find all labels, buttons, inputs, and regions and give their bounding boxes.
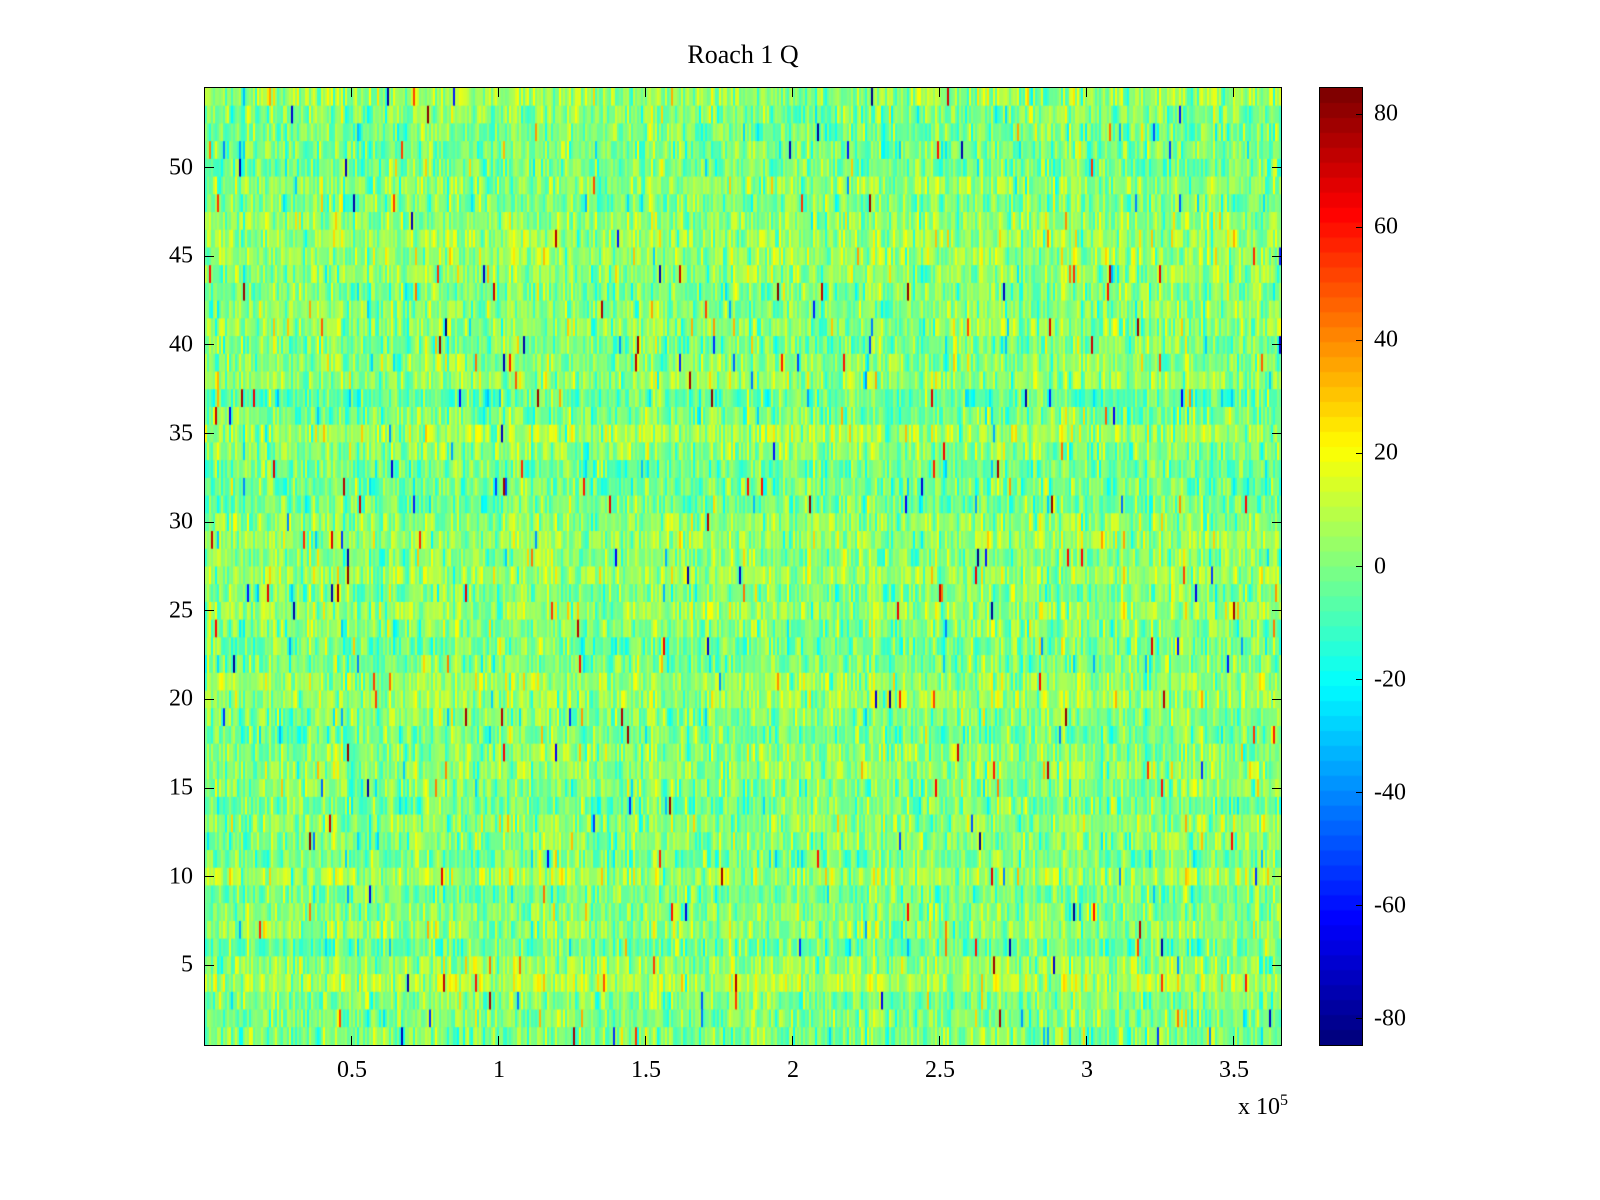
x-tick-label: 2 bbox=[786, 1057, 799, 1083]
y-tick-mark bbox=[205, 876, 214, 878]
colorbar-tick-mark bbox=[1356, 679, 1362, 681]
x-tick-label: 3.5 bbox=[1218, 1057, 1249, 1083]
y-tick-mark bbox=[205, 344, 214, 346]
colorbar bbox=[1319, 87, 1363, 1046]
x-axis-multiplier-exponent: 5 bbox=[1280, 1092, 1288, 1109]
x-tick-mark-top bbox=[498, 88, 500, 97]
y-tick-mark-right bbox=[1272, 433, 1281, 435]
colorbar-tick-label: -40 bbox=[1374, 779, 1406, 806]
y-tick-mark bbox=[205, 964, 214, 966]
x-tick-mark-top bbox=[1233, 88, 1235, 97]
colorbar-tick-mark bbox=[1356, 1018, 1362, 1020]
y-tick-mark-right bbox=[1272, 344, 1281, 346]
y-tick-label: 15 bbox=[169, 774, 193, 801]
heatmap-canvas bbox=[205, 88, 1281, 1045]
y-tick-mark-right bbox=[1272, 876, 1281, 878]
colorbar-tick-label: 80 bbox=[1374, 100, 1398, 127]
y-tick-label: 10 bbox=[169, 863, 193, 890]
y-tick-mark-right bbox=[1272, 964, 1281, 966]
x-tick-mark-top bbox=[645, 88, 647, 97]
colorbar-tick-label: 20 bbox=[1374, 439, 1398, 466]
y-tick-mark-right bbox=[1272, 255, 1281, 257]
y-tick-mark bbox=[205, 698, 214, 700]
colorbar-tick-mark bbox=[1356, 339, 1362, 341]
colorbar-tick-label: -80 bbox=[1374, 1005, 1406, 1032]
colorbar-tick-mark bbox=[1356, 226, 1362, 228]
y-tick-mark bbox=[205, 167, 214, 169]
x-axis-multiplier-base: x 10 bbox=[1238, 1094, 1280, 1120]
y-tick-mark bbox=[205, 610, 214, 612]
x-tick-mark bbox=[1233, 1036, 1235, 1045]
x-tick-mark bbox=[792, 1036, 794, 1045]
y-tick-label: 20 bbox=[169, 685, 193, 712]
x-tick-label: 2.5 bbox=[924, 1057, 955, 1083]
x-tick-mark bbox=[498, 1036, 500, 1045]
x-tick-mark bbox=[939, 1036, 941, 1045]
y-tick-mark bbox=[205, 521, 214, 523]
colorbar-tick-label: 60 bbox=[1374, 213, 1398, 240]
x-tick-label: 1.5 bbox=[630, 1057, 661, 1083]
y-tick-mark-right bbox=[1272, 787, 1281, 789]
colorbar-tick-label: -20 bbox=[1374, 666, 1406, 693]
y-tick-label: 30 bbox=[169, 508, 193, 535]
chart-title: Roach 1 Q bbox=[687, 40, 799, 69]
y-tick-mark-right bbox=[1272, 610, 1281, 612]
y-tick-mark bbox=[205, 433, 214, 435]
colorbar-tick-label: 40 bbox=[1374, 326, 1398, 353]
y-tick-label: 45 bbox=[169, 242, 193, 269]
colorbar-canvas bbox=[1320, 88, 1362, 1045]
y-tick-label: 35 bbox=[169, 420, 193, 447]
x-tick-mark bbox=[351, 1036, 353, 1045]
y-tick-label: 50 bbox=[169, 154, 193, 181]
x-tick-mark bbox=[1086, 1036, 1088, 1045]
colorbar-tick-mark bbox=[1356, 905, 1362, 907]
x-axis-multiplier: x 105 bbox=[1180, 1092, 1288, 1121]
y-tick-mark-right bbox=[1272, 698, 1281, 700]
colorbar-tick-mark bbox=[1356, 792, 1362, 794]
y-tick-mark bbox=[205, 255, 214, 257]
y-tick-mark-right bbox=[1272, 521, 1281, 523]
colorbar-tick-mark bbox=[1356, 452, 1362, 454]
y-tick-label: 25 bbox=[169, 597, 193, 624]
y-tick-label: 5 bbox=[181, 951, 193, 978]
x-tick-label: 1 bbox=[492, 1057, 505, 1083]
x-tick-mark-top bbox=[1086, 88, 1088, 97]
x-tick-mark-top bbox=[939, 88, 941, 97]
heatmap-plot-area bbox=[204, 87, 1282, 1046]
x-tick-label: 0.5 bbox=[336, 1057, 367, 1083]
y-tick-mark-right bbox=[1272, 167, 1281, 169]
x-tick-mark bbox=[645, 1036, 647, 1045]
y-tick-mark bbox=[205, 787, 214, 789]
colorbar-tick-label: 0 bbox=[1374, 553, 1386, 579]
colorbar-tick-mark bbox=[1356, 566, 1362, 567]
x-tick-mark-top bbox=[792, 88, 794, 97]
colorbar-tick-mark bbox=[1356, 113, 1362, 115]
y-tick-label: 40 bbox=[169, 331, 193, 358]
x-tick-label: 3 bbox=[1080, 1057, 1093, 1083]
colorbar-tick-label: -60 bbox=[1374, 892, 1406, 919]
x-tick-mark-top bbox=[351, 88, 353, 97]
